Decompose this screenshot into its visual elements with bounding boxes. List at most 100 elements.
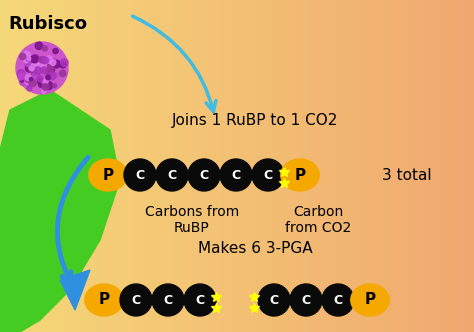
Bar	[368, 0, 371, 332]
Circle shape	[124, 159, 156, 191]
Bar	[44, 0, 47, 332]
Circle shape	[252, 159, 284, 191]
Bar	[246, 0, 249, 332]
Bar	[416, 0, 418, 332]
Bar	[308, 0, 310, 332]
Bar	[204, 0, 206, 332]
Bar	[345, 0, 347, 332]
Bar	[441, 0, 443, 332]
Text: C: C	[164, 293, 173, 306]
Bar	[58, 0, 61, 332]
Bar	[460, 0, 462, 332]
Bar	[295, 0, 298, 332]
Circle shape	[46, 56, 53, 63]
Bar	[224, 0, 227, 332]
Bar	[400, 0, 402, 332]
Bar	[117, 0, 119, 332]
Bar	[148, 0, 151, 332]
Bar	[229, 0, 232, 332]
Bar	[278, 0, 281, 332]
Bar	[191, 0, 194, 332]
Bar	[294, 0, 296, 332]
Bar	[144, 0, 146, 332]
Bar	[251, 0, 254, 332]
Bar	[52, 0, 55, 332]
Bar	[210, 0, 213, 332]
Bar	[185, 0, 187, 332]
Circle shape	[42, 46, 47, 51]
Bar	[100, 0, 102, 332]
Bar	[383, 0, 385, 332]
Bar	[379, 0, 382, 332]
Bar	[73, 0, 75, 332]
Bar	[393, 0, 396, 332]
Bar	[198, 0, 200, 332]
Bar	[362, 0, 365, 332]
Bar	[276, 0, 279, 332]
Circle shape	[41, 67, 47, 74]
Bar	[82, 0, 85, 332]
Bar	[341, 0, 344, 332]
Bar	[360, 0, 363, 332]
Bar	[335, 0, 337, 332]
Bar	[103, 0, 105, 332]
Circle shape	[46, 75, 50, 80]
Bar	[104, 0, 107, 332]
Bar	[156, 0, 159, 332]
Polygon shape	[60, 270, 90, 310]
Bar	[406, 0, 409, 332]
Bar	[90, 0, 92, 332]
Circle shape	[32, 54, 39, 61]
Bar	[387, 0, 390, 332]
Bar	[332, 0, 334, 332]
Bar	[128, 0, 130, 332]
Bar	[261, 0, 263, 332]
Bar	[63, 0, 66, 332]
Bar	[85, 0, 88, 332]
Circle shape	[45, 82, 53, 90]
Bar	[359, 0, 361, 332]
Bar	[357, 0, 360, 332]
Circle shape	[37, 65, 41, 69]
Bar	[450, 0, 453, 332]
Circle shape	[46, 73, 51, 78]
Bar	[24, 0, 26, 332]
Bar	[152, 0, 154, 332]
Bar	[302, 0, 304, 332]
Bar	[0, 0, 2, 332]
Bar	[469, 0, 472, 332]
Bar	[454, 0, 456, 332]
Bar	[193, 0, 195, 332]
Bar	[389, 0, 391, 332]
Bar	[213, 0, 216, 332]
Bar	[179, 0, 181, 332]
Bar	[49, 0, 52, 332]
Bar	[245, 0, 247, 332]
Bar	[267, 0, 270, 332]
Bar	[9, 0, 12, 332]
Bar	[322, 0, 325, 332]
Bar	[118, 0, 121, 332]
Bar	[8, 0, 10, 332]
Bar	[158, 0, 161, 332]
Circle shape	[25, 64, 33, 72]
Text: C: C	[195, 293, 205, 306]
Circle shape	[18, 73, 25, 80]
Bar	[30, 0, 33, 332]
Bar	[20, 0, 23, 332]
Bar	[134, 0, 137, 332]
Circle shape	[27, 58, 30, 61]
Bar	[286, 0, 289, 332]
Bar	[231, 0, 233, 332]
Text: C: C	[231, 169, 241, 182]
Bar	[316, 0, 319, 332]
Bar	[98, 0, 100, 332]
Bar	[125, 0, 128, 332]
Text: C: C	[301, 293, 310, 306]
Bar	[288, 0, 290, 332]
Bar	[172, 0, 175, 332]
Bar	[240, 0, 243, 332]
Bar	[439, 0, 442, 332]
Bar	[428, 0, 431, 332]
Circle shape	[16, 42, 68, 94]
